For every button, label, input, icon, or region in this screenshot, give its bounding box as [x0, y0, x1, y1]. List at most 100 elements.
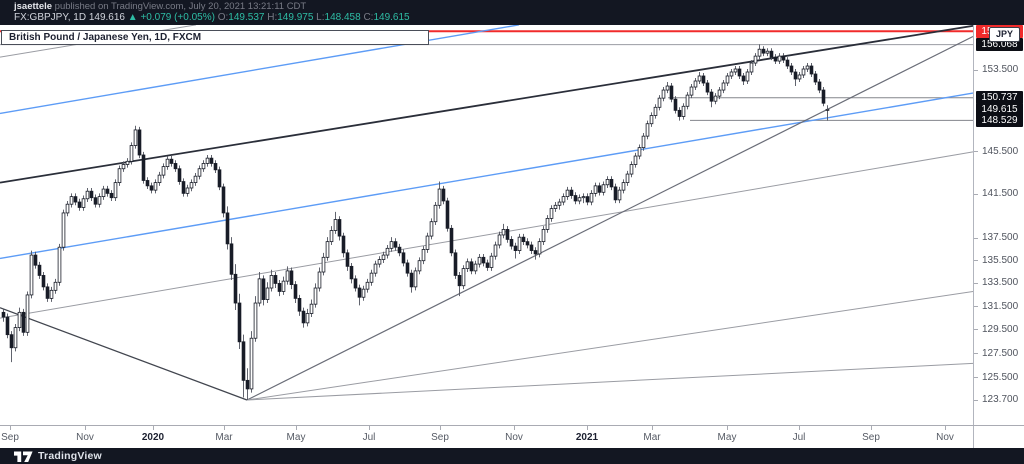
symbol-line-segment: 149.537	[228, 12, 268, 23]
candle-down	[529, 244, 534, 251]
time-tick-mark	[514, 426, 515, 430]
candle-up	[377, 259, 382, 265]
candle-up	[325, 241, 330, 258]
candle-up	[545, 218, 550, 230]
candle-down	[5, 316, 10, 336]
candle-up	[557, 201, 562, 206]
candle-up	[361, 288, 366, 298]
candle-up	[309, 303, 314, 314]
time-tick-month: Nov	[505, 432, 523, 443]
candle-up	[281, 280, 286, 292]
candle-up	[685, 94, 690, 107]
candle-down	[773, 56, 778, 62]
candle-up	[589, 192, 594, 203]
candle-down	[229, 243, 234, 275]
time-tick-year: 2021	[575, 432, 599, 443]
symbol-line-segment: 148.458	[324, 12, 364, 23]
candle-down	[457, 275, 462, 287]
candle-up	[629, 164, 634, 175]
candle-up	[541, 229, 546, 243]
time-tick-mark	[871, 426, 872, 430]
candle-down	[469, 261, 474, 272]
candle-up	[477, 256, 482, 265]
candle-down	[225, 212, 230, 245]
time-tick-month: Nov	[936, 432, 954, 443]
price-tick-mark	[974, 306, 978, 307]
price-tick-mark	[974, 237, 978, 239]
candle-down	[181, 181, 186, 194]
candle-up	[49, 289, 54, 299]
candle-down	[789, 65, 794, 73]
candle-up	[249, 337, 254, 390]
candle-up	[805, 65, 810, 70]
time-tick-month: May	[286, 432, 306, 443]
candle-down	[817, 81, 822, 91]
candle-down	[173, 163, 178, 170]
candle-down	[349, 265, 354, 280]
time-tick-mark	[85, 426, 86, 430]
currency-toggle-badge[interactable]: JPY	[989, 27, 1020, 42]
candle-up	[517, 236, 522, 251]
time-tick-month: May	[717, 432, 737, 443]
time-tick-mark	[652, 426, 653, 430]
candle-up	[661, 89, 666, 99]
candle-down	[533, 250, 538, 255]
time-tick-mark	[224, 426, 225, 430]
candle-down	[289, 270, 294, 285]
candle-up	[649, 115, 654, 125]
price-tick-mark	[974, 69, 978, 71]
price-tick-mark	[974, 377, 978, 379]
candle-up	[433, 204, 438, 223]
candle-up	[465, 261, 470, 270]
candle-down	[141, 154, 146, 181]
price-tick-label: 145.500	[982, 145, 1019, 157]
price-tick-mark	[974, 282, 978, 284]
candle-down	[793, 71, 798, 80]
price-tick-label: 129.500	[982, 323, 1019, 335]
candle-up	[797, 74, 802, 80]
header-bar: jsaettele published on TradingView.com, …	[0, 0, 1024, 25]
candlestick-chart[interactable]	[0, 25, 973, 425]
price-axis[interactable]: 153.500 145.500 141.500 137.500 135.500 133.5…	[973, 25, 1024, 425]
channel-upper-black	[0, 25, 973, 184]
candle-down	[393, 241, 398, 248]
candle-up	[117, 168, 122, 184]
axis-corner-divider	[973, 426, 974, 449]
blue-channel-lower	[0, 92, 973, 260]
candle-up	[25, 294, 30, 333]
candle-up	[745, 71, 750, 82]
candle-up	[605, 179, 610, 186]
candle-down	[261, 278, 266, 300]
candle-up	[537, 241, 542, 255]
candle-down	[397, 246, 402, 254]
price-level-label: 148.529	[976, 113, 1023, 127]
candle-up	[713, 95, 718, 102]
candle-up	[721, 82, 726, 91]
price-tick-label: 137.500	[982, 232, 1019, 244]
candle-up	[693, 80, 698, 88]
candle-up	[161, 166, 166, 176]
candle-up	[765, 50, 770, 54]
candle-down	[505, 229, 510, 240]
candle-down	[441, 188, 446, 202]
candle-up	[381, 254, 386, 260]
symbol-line-segment: ▲ +0.079 (+0.05%)	[127, 12, 218, 23]
symbol-line-segment: C:	[363, 12, 374, 23]
candle-down	[273, 275, 278, 284]
candle-down	[481, 256, 486, 264]
candle-up	[565, 189, 570, 198]
candle-down	[337, 219, 342, 237]
blue-channel-upper	[0, 25, 520, 115]
symbol-line-segment: FX:GBPJPY, 1D	[14, 12, 89, 23]
chart-plot-area[interactable]: British Pound / Japanese Yen, 1D, FXCM	[0, 25, 973, 425]
time-axis[interactable]: Sep Nov 2020 Mar May Jul Sep Nov 2021 Mar May Jul Se…	[0, 425, 1024, 449]
price-tick-label: 133.500	[982, 277, 1019, 289]
time-tick-mark	[945, 426, 946, 430]
candle-up	[753, 55, 758, 64]
byline: jsaettele published on TradingView.com, …	[14, 1, 306, 12]
candle-up	[369, 272, 374, 283]
candle-down	[105, 188, 110, 194]
candle-up	[489, 255, 494, 268]
candle-up	[637, 147, 642, 157]
